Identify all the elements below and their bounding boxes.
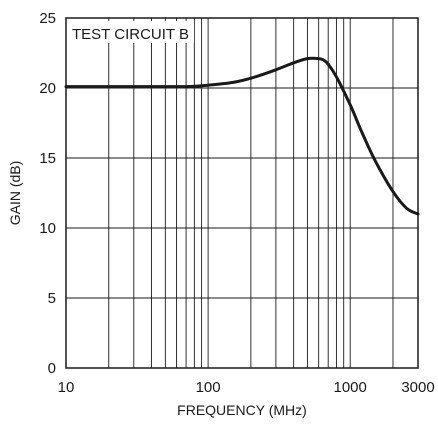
annotation-test-circuit: TEST CIRCUIT B: [72, 26, 189, 43]
x-tick-label: 100: [196, 379, 221, 396]
x-tick-label: 10: [58, 379, 75, 396]
x-tick-labels: 10 100 1000 3000: [58, 379, 435, 396]
x-tick-label: 3000: [401, 379, 434, 396]
y-tick-label: 25: [39, 10, 56, 27]
plot-frame: [65, 17, 419, 369]
y-axis-label: GAIN (dB): [7, 161, 23, 226]
x-tick-label: 1000: [334, 379, 367, 396]
gain-curve: [64, 56, 420, 216]
annotation-background: [68, 21, 194, 43]
y-tick-label: 0: [48, 360, 56, 377]
y-tick-label: 5: [48, 290, 56, 307]
x-axis-label: FREQUENCY (MHz): [177, 402, 307, 418]
y-tick-label: 10: [39, 220, 56, 237]
grid-lines: [66, 18, 418, 368]
y-tick-labels: 0 5 10 15 20 25: [39, 10, 56, 377]
y-tick-label: 20: [39, 80, 56, 97]
y-tick-label: 15: [39, 150, 56, 167]
